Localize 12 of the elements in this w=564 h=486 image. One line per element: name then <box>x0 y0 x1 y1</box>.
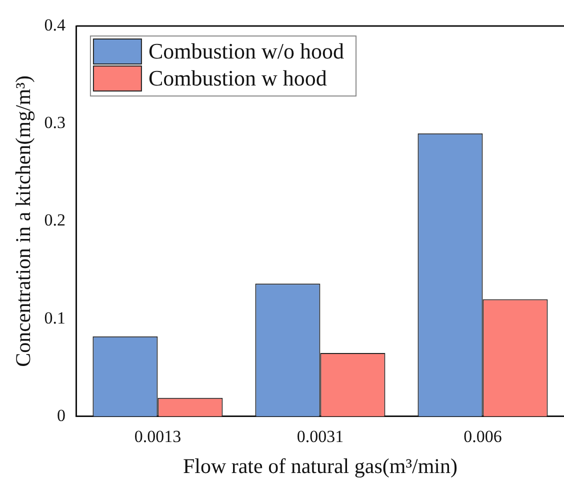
x-tick-label: 0.0031 <box>296 427 344 446</box>
x-tick-label: 0.006 <box>464 427 502 446</box>
y-tick-label: 0.4 <box>44 15 66 34</box>
y-tick-label: 0.3 <box>44 113 66 132</box>
legend-label: Combustion w/o hood <box>148 38 344 64</box>
x-axis-title: Flow rate of natural gas(m³/min) <box>182 454 458 478</box>
legend-label: Combustion w hood <box>148 65 327 90</box>
y-tick-label: 0.1 <box>44 308 66 328</box>
y-tick-label: 0.2 <box>44 210 66 230</box>
x-tick-label: 0.0013 <box>134 427 182 446</box>
y-axis-title: Concentration in a kitchen(mg/m³) <box>11 75 36 367</box>
y-tick-label: 0 <box>56 406 66 425</box>
